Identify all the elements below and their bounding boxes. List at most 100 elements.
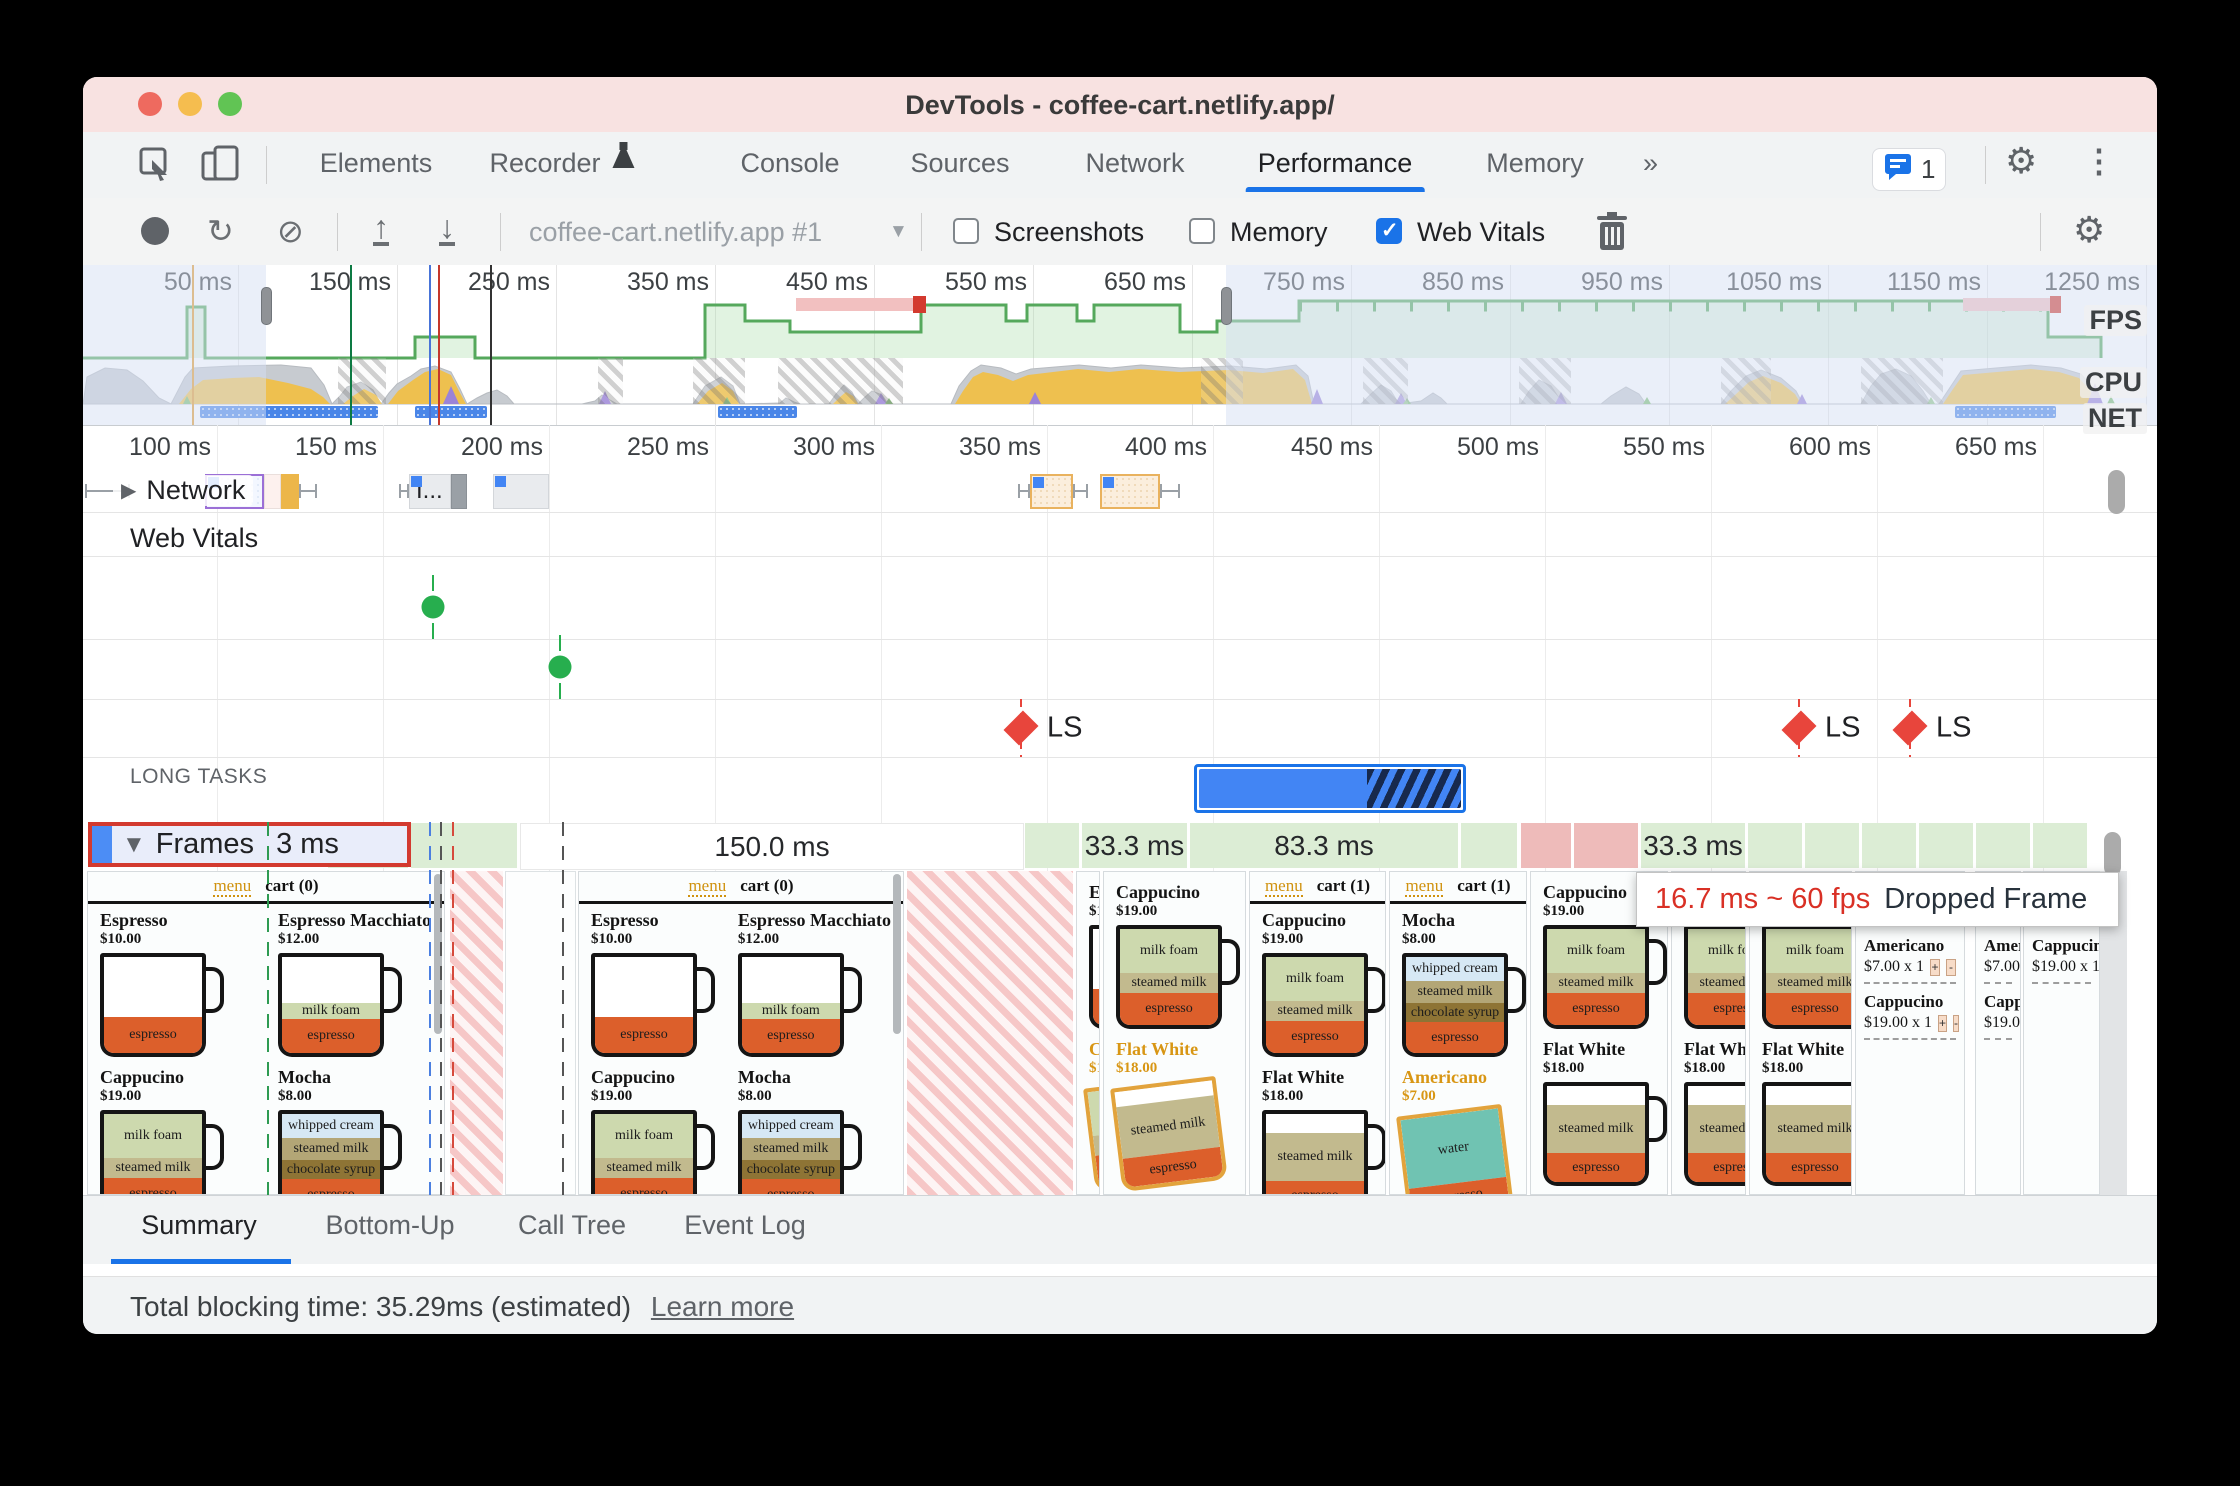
frame-segment[interactable]: 150.0 ms <box>520 823 1024 870</box>
product-price: $7.00 <box>1402 1088 1436 1104</box>
tab-sources[interactable]: Sources <box>910 148 1010 178</box>
close-window-button[interactable] <box>138 92 162 116</box>
tab-network[interactable]: Network <box>1085 148 1185 178</box>
clear-recording-button[interactable]: ⊘ <box>277 213 304 249</box>
network-track-header[interactable]: ▶ Network <box>113 475 254 506</box>
network-request-bar[interactable] <box>1030 474 1073 509</box>
vital-good-dot[interactable] <box>421 595 445 619</box>
load-profile-icon[interactable]: ↑ <box>373 209 389 246</box>
frames-track-header[interactable]: ▼ Frames 3 ms <box>88 822 411 867</box>
reload-and-record-button[interactable]: ↻ <box>207 213 234 249</box>
kebab-menu-icon[interactable]: ⋮ <box>2083 143 2115 179</box>
minimize-window-button[interactable] <box>178 92 202 116</box>
drawer-tab-event-log[interactable]: Event Log <box>684 1210 806 1240</box>
selection-handle-left[interactable] <box>261 287 272 325</box>
inspect-icon[interactable] <box>139 147 173 186</box>
more-tabs-button[interactable]: » <box>1643 148 1659 178</box>
frame-segment[interactable]: 33.3 ms <box>1641 823 1745 868</box>
filmstrip-screenshot[interactable]: menu cart (0) Espresso $10.00 espresso Espres… <box>578 871 904 1195</box>
selection-handle-right[interactable] <box>1221 287 1232 325</box>
filmstrip-screenshot[interactable]: Espresso$10.00espressoCappucino$19.00mil… <box>1076 871 1100 1195</box>
window-title: DevTools - coffee-cart.netlify.app/ <box>905 90 1335 120</box>
garbage-collect-icon[interactable] <box>1595 212 1629 257</box>
frame-segment[interactable]: 83.3 ms <box>1190 823 1458 868</box>
menu-link[interactable]: menu <box>1405 876 1444 897</box>
network-request-bar[interactable] <box>451 474 467 509</box>
frame-segment[interactable] <box>1521 823 1571 868</box>
history-select[interactable]: coffee-cart.netlify.app #1 <box>529 217 823 247</box>
checkbox-memory[interactable] <box>1189 218 1215 244</box>
filmstrip-screenshot[interactable]: menu cart (1) Mocha $8.00 whipped cream steam… <box>1389 871 1527 1195</box>
network-request-bar[interactable] <box>281 474 299 509</box>
network-request-bar[interactable]: I... <box>409 474 451 509</box>
frame-segment[interactable] <box>1574 823 1638 868</box>
frame-segment[interactable] <box>1461 823 1517 868</box>
cup-layer: espresso <box>741 1179 840 1194</box>
frame-segment[interactable] <box>1976 823 2030 868</box>
save-profile-icon[interactable]: ↓ <box>439 209 455 246</box>
frame-segment[interactable] <box>1748 823 1802 868</box>
increase-qty-button[interactable]: + <box>1938 1014 1948 1032</box>
network-request-bar[interactable] <box>1100 474 1160 509</box>
drawer-tab-bottom-up[interactable]: Bottom-Up <box>325 1210 455 1240</box>
menu-link[interactable]: menu <box>1264 876 1303 897</box>
increase-qty-button[interactable]: + <box>1930 958 1940 976</box>
filmstrip-screenshot[interactable]: menu cart (1) Cappucino $19.00 milk foam stea… <box>1249 871 1386 1195</box>
zoom-window-button[interactable] <box>218 92 242 116</box>
vital-good-dot[interactable] <box>548 655 572 679</box>
decrease-qty-button[interactable]: - <box>1953 1014 1960 1032</box>
drawer-tab-call-tree[interactable]: Call Tree <box>517 1210 627 1240</box>
frames-track-label: Frames <box>155 828 255 860</box>
product-cup: espresso <box>100 953 224 1059</box>
tab-memory[interactable]: Memory <box>1486 148 1584 178</box>
cup-layer: espresso <box>1688 993 1745 1025</box>
cart-link[interactable]: cart (0) <box>265 876 319 895</box>
layout-shift-icon[interactable] <box>1781 710 1817 746</box>
detail-gridline <box>1711 425 1712 1195</box>
frame-segment[interactable] <box>1919 823 1973 868</box>
chevron-down-icon[interactable]: ▼ <box>122 830 146 858</box>
settings-gear-icon[interactable]: ⚙ <box>2005 140 2038 181</box>
cup-layer: steamed milk <box>1688 973 1745 994</box>
product-name: Flat White <box>1262 1067 1345 1087</box>
tab-recorder[interactable]: Recorder <box>489 132 636 194</box>
checkbox-screenshots[interactable] <box>953 218 979 244</box>
chevron-right-icon[interactable]: ▶ <box>121 480 137 502</box>
history-dropdown-icon[interactable]: ▼ <box>889 221 908 242</box>
network-request-bar[interactable] <box>264 474 281 509</box>
filmstrip-screenshot[interactable] <box>505 871 576 1195</box>
device-toolbar-icon[interactable] <box>201 145 241 188</box>
frame-segment[interactable]: 33.3 ms <box>1082 823 1187 868</box>
frame-segment[interactable] <box>411 823 517 868</box>
network-whisker <box>1160 484 1180 498</box>
drawer-tab-summary[interactable]: Summary <box>141 1210 257 1240</box>
long-task-bar[interactable] <box>1194 764 1466 813</box>
network-request-bar[interactable] <box>493 474 549 509</box>
cart-link[interactable]: cart (1) <box>1457 876 1511 895</box>
frame-segment[interactable] <box>1862 823 1916 868</box>
cart-link[interactable]: cart (1) <box>1316 876 1371 895</box>
tab-elements[interactable]: Elements <box>319 148 433 178</box>
cart-link[interactable]: cart (0) <box>740 876 794 895</box>
checkbox-web-vitals[interactable] <box>1376 218 1402 244</box>
learn-more-link[interactable]: Learn more <box>650 1291 795 1322</box>
frame-segment[interactable] <box>1805 823 1859 868</box>
layout-shift-icon[interactable] <box>1892 710 1928 746</box>
layout-shift-icon[interactable] <box>1003 710 1039 746</box>
tab-performance[interactable]: Performance <box>1245 132 1425 194</box>
tab-console[interactable]: Console <box>740 148 840 178</box>
record-button[interactable] <box>141 217 169 245</box>
menu-link[interactable]: menu <box>213 876 252 897</box>
scrollbar-thumb[interactable] <box>2104 832 2121 876</box>
frame-segment[interactable] <box>2033 823 2087 868</box>
scrollbar-thumb[interactable] <box>2108 470 2125 514</box>
filmstrip-screenshot[interactable]: menu cart (0) Espresso $10.00 espresso Espres… <box>87 871 445 1195</box>
capture-settings-gear-icon[interactable]: ⚙ <box>2073 209 2106 250</box>
issues-badge[interactable]: 1 <box>1872 148 1947 191</box>
menu-link[interactable]: menu <box>688 876 727 897</box>
decrease-qty-button[interactable]: - <box>1946 958 1956 976</box>
frame-segment[interactable] <box>1025 823 1079 868</box>
